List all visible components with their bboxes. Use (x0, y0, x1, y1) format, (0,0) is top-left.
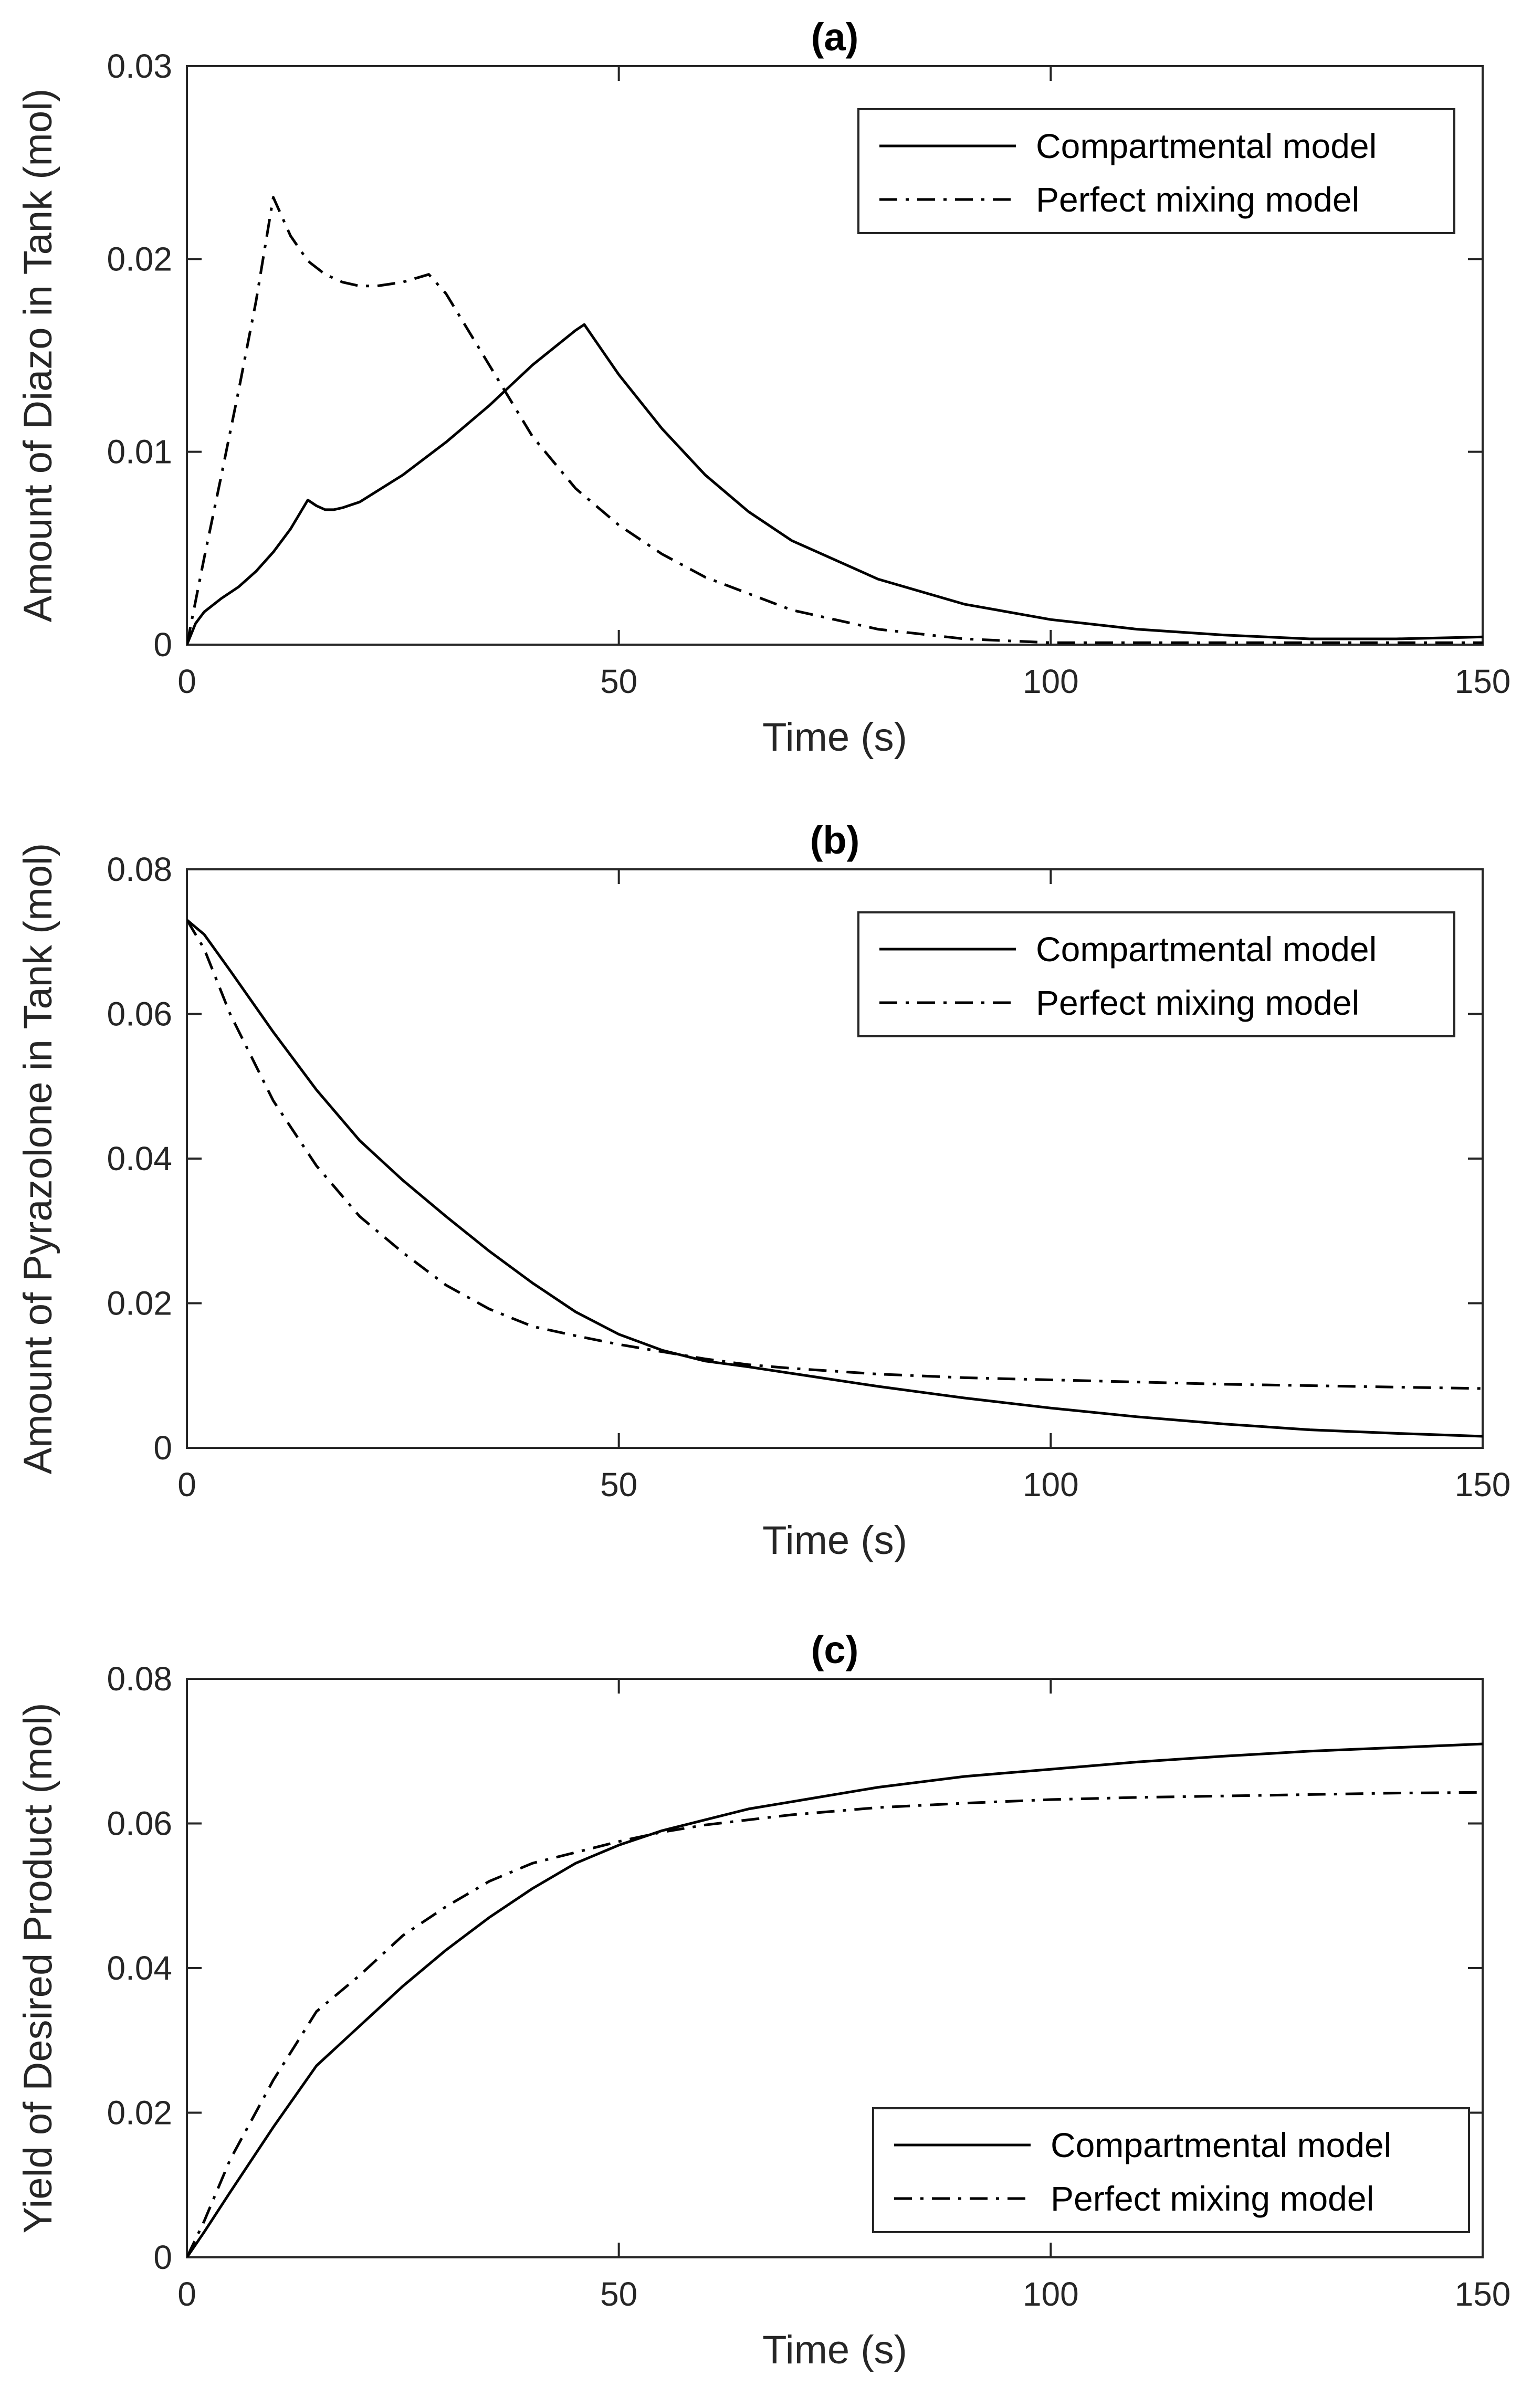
chart-title: (b) (810, 818, 860, 862)
x-tick-label: 100 (1023, 1466, 1079, 1503)
x-axis-label: Time (s) (762, 1518, 907, 1563)
legend: Compartmental model Perfect mixing model (857, 911, 1455, 1037)
panel-b: 0 50 100 150 0 0.02 0.04 0.06 0.08 (b) Time (s) Amo… (16, 818, 1510, 1563)
legend-label: Perfect mixing model (1051, 2179, 1374, 2218)
y-axis-label: Yield of Desired Product (mol) (16, 1703, 60, 2234)
y-tick-label: 0.04 (107, 1949, 172, 1987)
x-axis-label: Time (s) (762, 2328, 907, 2372)
y-tick-label: 0 (153, 626, 172, 664)
y-tick-label: 0.01 (107, 433, 172, 471)
x-tick-label: 0 (177, 663, 196, 700)
series-group (187, 919, 1483, 1438)
series-line-compartmental (187, 323, 1483, 645)
y-tick-label: 0.06 (107, 995, 172, 1033)
legend-label: Perfect mixing model (1036, 983, 1359, 1022)
legend-label: Perfect mixing model (1036, 180, 1359, 219)
y-tick-label: 0.02 (107, 1285, 172, 1322)
legend-box (872, 2107, 1470, 2233)
y-tick-label: 0 (153, 2238, 172, 2276)
legend-label: Compartmental model (1036, 930, 1377, 969)
x-tick-label: 150 (1455, 2275, 1511, 2313)
legend-box (857, 911, 1455, 1037)
y-tick-label: 0.02 (107, 240, 172, 278)
y-axis-label: Amount of Diazo in Tank (mol) (16, 89, 60, 623)
x-tick-label: 50 (600, 663, 637, 700)
y-tick-label: 0 (153, 1429, 172, 1467)
y-tick-label: 0.03 (107, 47, 172, 85)
y-tick-label: 0.08 (107, 850, 172, 888)
panel-a: 0 50 100 150 0 0.01 0.02 0.03 (a) Time (s) Amount … (16, 15, 1510, 760)
series-line-compartmental (187, 919, 1483, 1438)
legend-label: Compartmental model (1051, 2126, 1391, 2164)
chart-title: (a) (811, 15, 858, 59)
y-tick-label: 0.02 (107, 2094, 172, 2132)
x-tick-label: 50 (600, 1466, 637, 1503)
y-tick-label: 0.06 (107, 1805, 172, 1843)
series-line-perfect-mixing (187, 1791, 1483, 2257)
x-tick-label: 0 (177, 2275, 196, 2313)
x-axis-label: Time (s) (762, 715, 907, 760)
x-tick-label: 100 (1023, 2275, 1079, 2313)
legend-label: Compartmental model (1036, 127, 1377, 165)
panel-c: 0 50 100 150 0 0.02 0.04 0.06 0.08 (c) Time (s) Yie… (16, 1628, 1510, 2372)
x-tick-label: 100 (1023, 663, 1079, 700)
y-axis-label: Amount of Pyrazolone in Tank (mol) (16, 843, 60, 1475)
x-tick-label: 0 (177, 1466, 196, 1503)
y-tick-label: 0.08 (107, 1660, 172, 1698)
legend-box (857, 108, 1455, 234)
legend: Compartmental model Perfect mixing model (872, 2107, 1470, 2233)
x-tick-label: 150 (1455, 1466, 1511, 1503)
chart-title: (c) (811, 1628, 858, 1671)
series-line-perfect-mixing (187, 196, 1483, 645)
x-tick-label: 50 (600, 2275, 637, 2313)
y-tick-label: 0.04 (107, 1140, 172, 1177)
series-line-perfect-mixing (187, 919, 1483, 1390)
series-group (187, 196, 1483, 645)
legend: Compartmental model Perfect mixing model (857, 108, 1455, 234)
x-tick-label: 150 (1455, 663, 1511, 700)
series-group (187, 1742, 1483, 2257)
